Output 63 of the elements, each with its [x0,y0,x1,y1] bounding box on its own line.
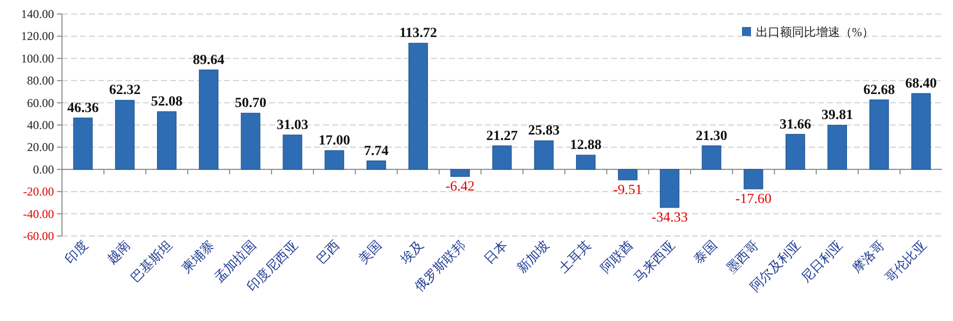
bar [115,100,135,170]
y-tick-label: 60.00 [27,96,54,110]
data-label: 89.64 [192,52,224,68]
y-tick-label: 80.00 [27,74,54,88]
data-label: 62.32 [109,83,141,98]
x-tick-label: 巴西 [314,238,342,267]
x-tick-label: 土耳其 [556,238,594,276]
y-tick-label: 40.00 [27,118,54,132]
x-tick-label: 印度 [62,238,92,267]
bar [702,145,722,170]
bar [366,160,386,170]
bar [282,134,302,170]
data-label: 31.66 [780,117,812,132]
bar [786,134,806,170]
bar [73,118,93,170]
x-tick-label: 日本 [481,238,510,267]
x-tick-label: 新加坡 [514,238,552,276]
y-tick-label: 0.00 [33,162,54,176]
y-tick-label: 20.00 [27,140,54,154]
bar [450,169,470,177]
data-label: 12.88 [570,138,602,154]
y-tick-label: -40.00 [23,206,54,221]
bar [828,124,847,170]
bar [492,145,512,170]
bar [660,169,680,208]
data-label: 113.72 [399,26,438,42]
data-label: 17.00 [318,134,350,149]
y-tick-label: -60.00 [23,229,54,243]
data-label: 31.03 [276,118,308,133]
data-label: 39.81 [821,108,853,124]
bar [408,42,428,170]
bar [576,154,596,170]
data-label: 52.08 [151,94,183,110]
bar [744,169,764,190]
data-label: -6.42 [446,180,475,195]
data-label: 7.74 [364,144,389,159]
data-label: 21.27 [486,128,518,144]
data-label: 62.68 [863,82,895,98]
data-label: -9.51 [613,182,642,198]
x-tick-label: 美国 [355,238,384,267]
bar [911,93,931,170]
data-label: 21.30 [696,128,728,144]
bar [869,100,889,170]
data-label: 25.83 [528,124,560,139]
bar [157,111,176,170]
data-label: 50.70 [234,96,266,112]
bar [198,70,218,170]
data-label: -34.33 [652,210,688,226]
bar [618,169,638,180]
x-tick-label: 泰国 [690,238,720,267]
x-tick-label: 越南 [104,238,133,267]
x-tick-label: 埃及 [396,238,426,268]
data-label: 68.40 [905,76,937,92]
bar [324,150,344,170]
y-tick-label: 100.00 [21,51,54,66]
legend-label: 出口额同比增速（%） [756,25,874,39]
data-label: 46.36 [67,100,99,116]
y-tick-label: 120.00 [21,29,54,44]
y-tick-label: -20.00 [23,184,54,199]
bar [240,112,260,170]
data-label: -17.60 [735,192,772,207]
y-tick-label: 140.00 [21,7,54,21]
bar [534,140,554,170]
